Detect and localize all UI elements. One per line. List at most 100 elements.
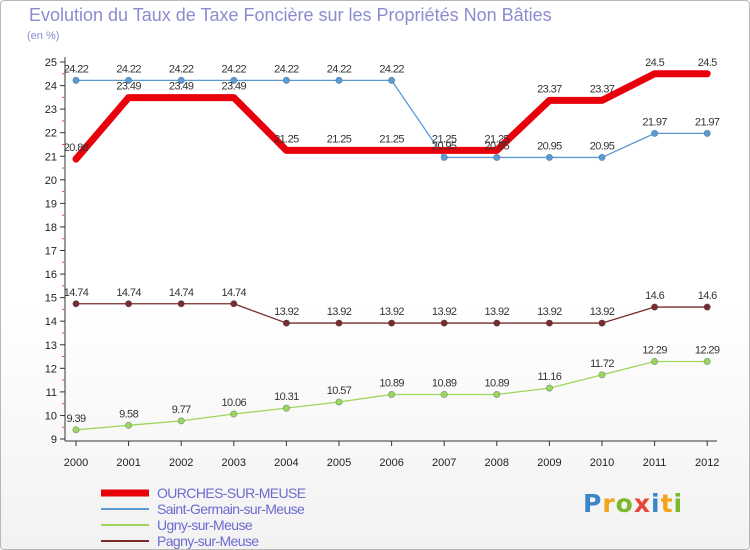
y-tick-label: 13 [45, 340, 57, 352]
data-point [703, 357, 711, 365]
data-point [282, 319, 290, 327]
y-tick-label: 20 [45, 175, 57, 187]
legend-label: Ugny-sur-Meuse [157, 517, 253, 533]
x-tick-label: 2009 [537, 457, 561, 469]
data-label: 24.22 [169, 63, 194, 75]
legend-label: Saint-Germain-sur-Meuse [157, 501, 305, 517]
y-tick-label: 17 [45, 246, 57, 258]
x-tick-label: 2012 [695, 457, 719, 469]
data-point [440, 390, 448, 398]
data-point [651, 357, 659, 365]
data-point [72, 426, 80, 434]
data-point [545, 384, 553, 392]
data-point [230, 76, 238, 84]
data-point [493, 319, 501, 327]
data-point [703, 129, 711, 137]
chart-title: Evolution du Taux de Taxe Foncière sur l… [29, 5, 552, 25]
x-tick-label: 2005 [327, 457, 351, 469]
data-point [598, 153, 606, 161]
data-label: 23.49 [169, 81, 194, 93]
y-tick-label: 25 [45, 57, 57, 69]
data-label: 24.22 [327, 63, 352, 75]
x-tick-label: 2001 [116, 457, 140, 469]
x-tick-label: 2002 [169, 457, 193, 469]
data-label: 13.92 [379, 306, 404, 318]
data-label: 20.95 [432, 140, 457, 152]
data-label: 14.74 [222, 287, 247, 299]
data-point [703, 303, 711, 311]
data-point [388, 390, 396, 398]
y-tick-label: 19 [45, 198, 57, 210]
y-tick-label: 11 [46, 387, 57, 399]
unit-label: (en %) [27, 30, 60, 42]
data-label: 21.97 [695, 116, 720, 128]
data-label: 13.92 [590, 306, 615, 318]
data-label: 12.29 [695, 344, 720, 356]
data-point [177, 417, 185, 425]
data-point [440, 153, 448, 161]
x-tick-label: 2004 [274, 457, 298, 469]
data-point [440, 319, 448, 327]
x-tick-label: 2003 [222, 457, 246, 469]
data-label: 14.74 [169, 287, 194, 299]
y-tick-label: 10 [45, 410, 57, 422]
data-label: 9.39 [66, 413, 85, 425]
data-label: 20.95 [590, 140, 615, 152]
y-tick-label: 16 [45, 269, 57, 281]
data-point [282, 76, 290, 84]
data-point [545, 153, 553, 161]
data-label: 21.25 [274, 133, 299, 145]
data-label: 24.5 [645, 57, 664, 69]
legend-label: Pagny-sur-Meuse [157, 533, 259, 549]
x-tick-label: 2007 [432, 457, 456, 469]
proxiti-logo: Proxiti [583, 489, 683, 518]
y-tick-label: 15 [45, 293, 57, 305]
data-label: 24.22 [64, 63, 89, 75]
data-point [177, 300, 185, 308]
data-label: 11.16 [538, 371, 562, 383]
data-label: 13.92 [274, 306, 299, 318]
data-label: 14.74 [116, 287, 141, 299]
data-label: 10.57 [327, 385, 352, 397]
data-label: 23.49 [116, 81, 141, 93]
data-point [125, 76, 133, 84]
logo-letter: x [633, 489, 651, 518]
data-label: 24.22 [222, 63, 247, 75]
y-tick-label: 9 [51, 434, 57, 446]
data-label: 13.92 [537, 306, 562, 318]
data-point [598, 319, 606, 327]
y-tick-label: 22 [45, 128, 57, 140]
logo-letter: i [673, 489, 684, 518]
data-label: 21.25 [379, 133, 404, 145]
data-label: 24.5 [698, 57, 717, 69]
data-label: 20.88 [64, 142, 89, 154]
data-label: 20.95 [485, 140, 510, 152]
y-tick-label: 23 [45, 104, 57, 116]
data-point [125, 421, 133, 429]
data-label: 10.89 [485, 377, 510, 389]
logo-letter: o [615, 489, 634, 518]
y-tick-label: 14 [45, 316, 57, 328]
data-point [72, 76, 80, 84]
data-point [598, 371, 606, 379]
data-point [545, 319, 553, 327]
x-tick-label: 2010 [590, 457, 614, 469]
x-tick-label: 2011 [643, 457, 667, 469]
data-label: 21.25 [432, 133, 457, 145]
x-tick-label: 2000 [64, 457, 88, 469]
data-label: 24.22 [379, 63, 404, 75]
data-label: 24.22 [274, 63, 299, 75]
x-tick-label: 2008 [485, 457, 509, 469]
data-label: 23.37 [537, 83, 562, 95]
data-point [335, 319, 343, 327]
logo-letter: P [583, 489, 603, 518]
legend-label: OURCHES-SUR-MEUSE [157, 485, 306, 501]
data-point [651, 303, 659, 311]
data-point [335, 76, 343, 84]
logo-letter: r [602, 489, 616, 518]
logo-letter: i [651, 489, 661, 518]
y-tick-label: 24 [45, 81, 57, 93]
y-tick-label: 12 [45, 363, 57, 375]
